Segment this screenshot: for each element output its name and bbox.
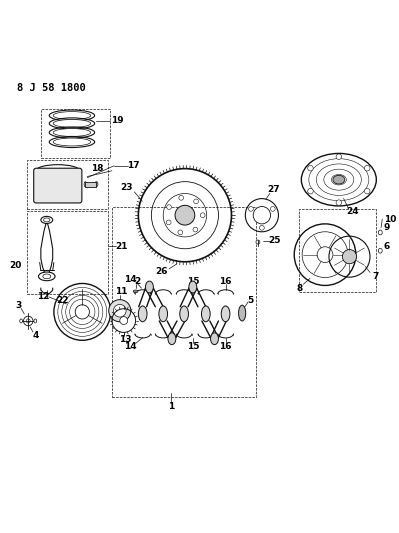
- Circle shape: [364, 188, 370, 194]
- Circle shape: [193, 227, 198, 232]
- Text: 25: 25: [268, 236, 281, 245]
- Circle shape: [336, 154, 342, 159]
- Text: 14: 14: [124, 274, 137, 284]
- Ellipse shape: [168, 333, 176, 345]
- Text: 20: 20: [9, 261, 22, 270]
- Circle shape: [166, 220, 171, 225]
- Ellipse shape: [43, 274, 51, 279]
- Ellipse shape: [159, 306, 168, 322]
- Ellipse shape: [84, 182, 87, 187]
- Circle shape: [336, 200, 342, 205]
- Text: 17: 17: [127, 161, 140, 171]
- Ellipse shape: [221, 306, 230, 322]
- Text: 1: 1: [168, 402, 174, 411]
- Text: 26: 26: [155, 267, 168, 276]
- Ellipse shape: [38, 272, 55, 281]
- Circle shape: [26, 319, 30, 323]
- Ellipse shape: [133, 290, 138, 293]
- Ellipse shape: [20, 319, 22, 323]
- Text: 12: 12: [37, 292, 49, 301]
- Ellipse shape: [43, 218, 50, 222]
- Circle shape: [271, 206, 275, 211]
- Circle shape: [178, 230, 183, 235]
- Ellipse shape: [239, 305, 246, 321]
- Text: 4: 4: [32, 332, 39, 341]
- Ellipse shape: [34, 319, 37, 323]
- Circle shape: [109, 300, 131, 322]
- Circle shape: [308, 165, 313, 171]
- Bar: [85, 182, 96, 187]
- Ellipse shape: [201, 306, 210, 322]
- Text: 6: 6: [383, 242, 389, 251]
- Text: 10: 10: [384, 215, 396, 224]
- Circle shape: [342, 249, 357, 264]
- Circle shape: [120, 317, 128, 325]
- Text: 19: 19: [111, 117, 124, 125]
- Text: 21: 21: [116, 241, 128, 251]
- Text: 22: 22: [56, 295, 69, 304]
- Ellipse shape: [256, 240, 260, 244]
- Circle shape: [308, 188, 313, 194]
- Bar: [27, 211, 108, 294]
- Text: 8: 8: [296, 284, 302, 293]
- Text: 24: 24: [346, 207, 359, 216]
- Circle shape: [175, 205, 195, 225]
- Ellipse shape: [180, 306, 188, 322]
- Circle shape: [113, 304, 126, 317]
- Text: 9: 9: [383, 223, 389, 232]
- Ellipse shape: [378, 230, 382, 235]
- Text: 8 J 58 1800: 8 J 58 1800: [17, 83, 86, 93]
- Bar: [27, 160, 108, 209]
- Text: 15: 15: [187, 277, 199, 286]
- Ellipse shape: [146, 281, 153, 293]
- Ellipse shape: [95, 182, 98, 187]
- Text: 15: 15: [187, 342, 199, 351]
- Text: 18: 18: [91, 164, 104, 173]
- Circle shape: [179, 196, 184, 200]
- Circle shape: [200, 213, 205, 217]
- Circle shape: [24, 316, 33, 326]
- Bar: [299, 209, 376, 292]
- Text: 23: 23: [120, 183, 133, 192]
- Circle shape: [253, 206, 271, 224]
- Ellipse shape: [138, 306, 147, 322]
- Text: 3: 3: [15, 301, 22, 310]
- Bar: [41, 109, 110, 158]
- Circle shape: [364, 165, 370, 171]
- Circle shape: [75, 305, 89, 319]
- Circle shape: [259, 225, 264, 230]
- Text: 5: 5: [248, 295, 254, 304]
- Ellipse shape: [53, 128, 91, 136]
- Ellipse shape: [41, 216, 53, 223]
- Ellipse shape: [54, 185, 62, 190]
- Text: 7: 7: [372, 272, 378, 281]
- Circle shape: [249, 206, 253, 211]
- Text: 2: 2: [134, 277, 141, 286]
- Circle shape: [167, 205, 172, 209]
- Text: 14: 14: [124, 342, 137, 351]
- Ellipse shape: [333, 175, 345, 184]
- Circle shape: [317, 247, 333, 263]
- Text: 13: 13: [119, 335, 132, 344]
- Text: 27: 27: [267, 185, 280, 194]
- Text: 11: 11: [116, 287, 128, 296]
- Ellipse shape: [53, 111, 91, 119]
- Ellipse shape: [53, 138, 91, 146]
- Ellipse shape: [211, 333, 219, 345]
- Circle shape: [194, 199, 198, 204]
- Text: 16: 16: [219, 277, 232, 286]
- Text: 16: 16: [219, 342, 232, 351]
- FancyBboxPatch shape: [34, 168, 82, 203]
- Bar: [112, 207, 256, 397]
- Ellipse shape: [189, 281, 197, 293]
- Ellipse shape: [53, 119, 91, 127]
- Ellipse shape: [378, 248, 382, 253]
